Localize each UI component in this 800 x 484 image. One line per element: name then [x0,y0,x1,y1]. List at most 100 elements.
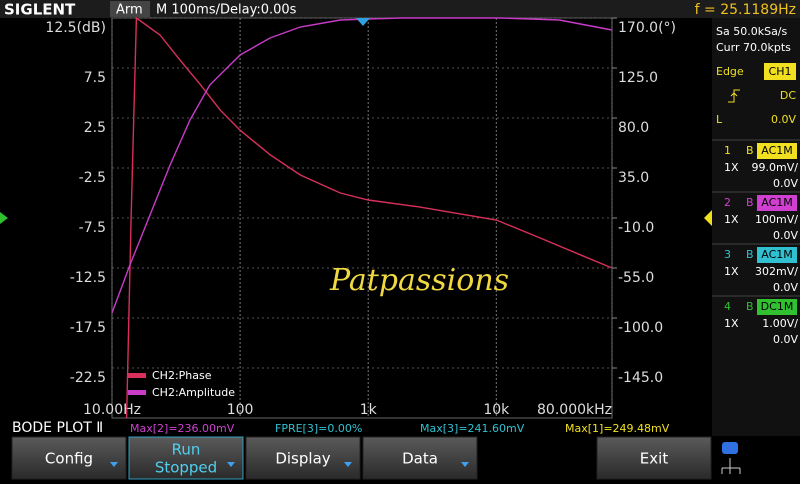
y2-tick-label: 125.0 [618,70,658,86]
status: Arm [116,3,143,18]
readout: FPRE[3]=0.00% [275,422,362,435]
y2-tick-label: -10.0 [618,220,654,236]
y2-tick-label: 80.0 [618,120,649,136]
y-tick-label: 2.5 [84,120,106,136]
edge-icon [728,89,740,103]
readout: Max[1]=249.48mV [565,422,670,435]
x-tick-label: 10.00Hz [83,402,141,418]
y-tick-label: -12.5 [70,270,106,286]
delay: Delay:0.00s [220,3,297,18]
side-bg [712,18,800,436]
icon-part [722,442,738,454]
legend-label: CH2:Amplitude [152,386,235,399]
softkey[interactable] [362,436,478,480]
channel-offset: 0.0V [773,177,798,190]
channel-bw: B [746,300,754,313]
coupling-box [757,247,797,263]
channel-probe: 1X [724,161,739,174]
channel-offset: 0.0V [773,229,798,242]
watermark: Patpassions [329,263,509,298]
y2-tick-label: -145.0 [618,370,663,386]
trigger-level: 0.0V [771,113,796,126]
softkey-label[interactable]: Run [172,441,201,459]
channel-scale: 302mV/ [755,265,798,278]
channel-number: 2 [724,196,731,209]
trigger-type: Edge [716,65,744,78]
channel-coupling: DC1M [761,300,794,313]
softkey-label[interactable]: Exit [640,450,669,468]
trigger-coupling: DC [780,89,796,102]
softkey[interactable] [11,436,127,480]
legend-swatch [128,373,146,378]
level-label: L [716,113,723,126]
softkey-arrow [461,462,469,467]
channel-bw: B [746,248,754,261]
y2-tick-label: -55.0 [618,270,654,286]
y-tick-label: 12.5(dB) [45,20,106,36]
softkey-label[interactable]: Stopped [155,459,217,477]
legend-swatch [128,390,146,395]
softkey-arrow [344,462,352,467]
softkey[interactable] [245,436,361,480]
y-tick-label: -17.5 [70,320,106,336]
status-box [110,1,150,17]
softkey-label[interactable]: Config [45,450,93,468]
channel-coupling: AC1M [761,196,793,209]
trigger-marker [356,18,370,26]
softkey-arrow [110,462,118,467]
softkey[interactable] [128,436,244,480]
channel-number: 1 [724,144,731,157]
channel-bw: B [746,196,754,209]
top-bar [0,0,800,18]
channel-probe: 1X [724,213,739,226]
ch4-marker [0,212,8,224]
x-tick-label: 1k [360,402,378,418]
icon-part [721,458,741,474]
x-tick-label: 100 [227,402,254,418]
coupling-box [757,299,797,315]
side-panel: Sa 50.0kSa/s Curr 70.0kpts Edge CH1 DC L… [712,18,800,436]
timebase: M 100ms/ [156,3,221,18]
frequency: f = 25.1189Hz [695,2,796,18]
source-box [764,63,796,80]
trigger-source: CH1 [769,65,792,78]
y-tick-label: -2.5 [79,170,106,186]
channel-number: 4 [724,300,731,313]
ch1-marker [704,210,712,226]
memory: Curr 70.0kpts [716,41,791,54]
channel-scale: 1.00V/ [762,317,798,330]
usb-icon [721,442,741,474]
y-tick-label: -22.5 [70,370,106,386]
channel-scale: 100mV/ [755,213,798,226]
readouts: BODE PLOT Ⅱ Max[2]=236.00mV FPRE[3]=0.00%… [12,420,670,436]
sample-rate: Sa 50.0kSa/s [716,25,788,38]
channel-coupling: AC1M [761,144,793,157]
brand: SIGLENT [4,1,76,19]
channel-number: 3 [724,248,731,261]
channel-scale: 99.0mV/ [752,161,799,174]
chart: 12.5(dB) 7.5 2.5 -2.5 -7.5 -12.5 -17.5 -22.5 170… [45,16,676,419]
x-tick-label: 80.000kHz [537,402,612,418]
y-tick-label: -7.5 [79,220,106,236]
y-tick-label: 7.5 [84,70,106,86]
coupling-box [757,195,797,211]
softkey-label[interactable]: Display [275,450,330,468]
y2-tick-label: 35.0 [618,170,649,186]
x-tick-label: 10k [483,402,510,418]
mode: BODE PLOT Ⅱ [12,420,103,436]
readout: Max[3]=241.60mV [420,422,525,435]
series-line [111,17,613,314]
y2-tick-label: 170.0(°) [618,20,676,36]
channel-probe: 1X [724,265,739,278]
y2-tick-label: -100.0 [618,320,663,336]
channel-offset: 0.0V [773,333,798,346]
softkey-label[interactable]: Data [402,450,438,468]
softkey-arrow [227,462,235,467]
coupling-box [757,143,797,159]
channel-probe: 1X [724,317,739,330]
series-line [125,16,613,419]
legend-label: CH2:Phase [152,369,212,382]
softkey[interactable] [596,436,712,480]
